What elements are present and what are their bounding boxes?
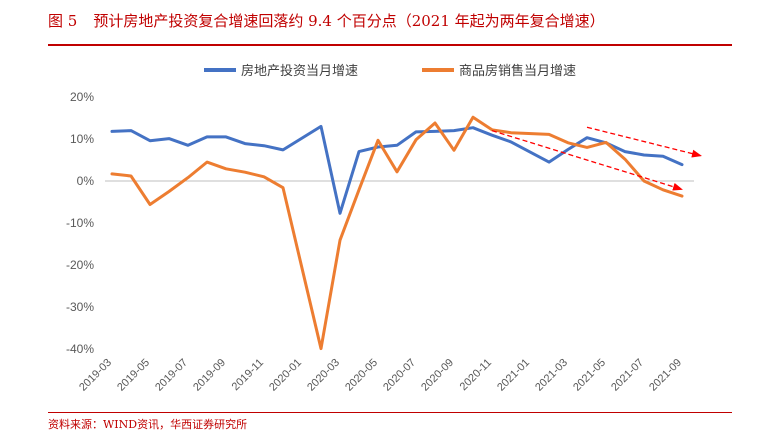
x-tick-label: 2019-03 [77, 357, 114, 394]
trend-arrow-2 [586, 126, 702, 158]
x-tick-label: 2020-11 [458, 357, 494, 393]
figure-title: 预计房地产投资复合增速回落约 9.4 个百分点（2021 年起为两年复合增速） [93, 12, 605, 30]
y-tick-label: -10% [66, 216, 94, 230]
x-tick-label: 2019-07 [153, 357, 190, 394]
x-tick-label: 2020-07 [381, 357, 418, 394]
y-tick-label: 20% [70, 90, 94, 104]
figure-label: 图 5 [48, 12, 78, 30]
source-note: 资料来源：WIND资讯，华西证券研究所 [48, 418, 248, 431]
legend-label-sales: 商品房销售当月增速 [459, 63, 576, 79]
x-tick-label: 2021-03 [533, 357, 570, 394]
chart-legend: 房地产投资当月增速 商品房销售当月增速 [204, 63, 576, 79]
x-tick-label: 2021-01 [495, 357, 532, 394]
y-tick-label: -40% [66, 342, 94, 356]
investment-series-line [110, 124, 684, 215]
y-tick-label: 10% [70, 132, 94, 146]
trend-arrow-1 [491, 129, 683, 191]
y-tick-label: -20% [66, 258, 94, 272]
x-axis: 2019-03 2019-05 2019-07 2019-09 2019-11 2020-… [77, 357, 684, 394]
x-tick-label: 2021-09 [647, 357, 684, 394]
legend-label-investment: 房地产投资当月增速 [241, 63, 358, 79]
y-tick-label: -30% [66, 300, 94, 314]
annotation-layer [491, 126, 702, 191]
x-tick-label: 2020-09 [419, 357, 456, 394]
footer-rule [48, 412, 732, 413]
x-tick-label: 2021-05 [571, 357, 608, 394]
x-tick-label: 2020-03 [305, 357, 342, 394]
x-tick-label: 2019-11 [230, 357, 266, 393]
y-axis: 20% 10% 0% -10% -20% -30% -40% [66, 90, 94, 356]
x-tick-label: 2020-01 [267, 357, 304, 394]
x-tick-label: 2021-07 [609, 357, 646, 394]
x-tick-label: 2019-09 [191, 357, 228, 394]
sales-series-line [110, 115, 684, 351]
header-rule [48, 44, 732, 46]
x-tick-label: 2019-05 [115, 357, 152, 394]
x-tick-label: 2020-05 [343, 357, 380, 394]
series-layer [110, 115, 684, 351]
figure-header: 图 5 预计房地产投资复合增速回落约 9.4 个百分点（2021 年起为两年复合增… [48, 10, 748, 31]
y-tick-label: 0% [77, 174, 95, 188]
